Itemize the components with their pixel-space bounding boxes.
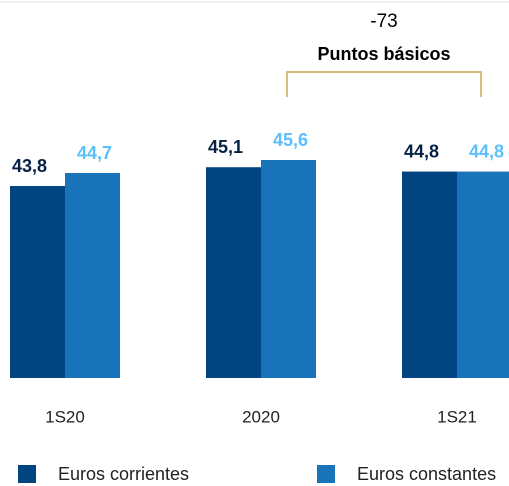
legend-label: Euros corrientes <box>58 464 189 484</box>
bar <box>65 173 120 378</box>
annotation-value: -73 <box>370 11 397 32</box>
data-label: 43,8 <box>12 156 47 176</box>
bar <box>10 186 65 378</box>
x-tick-label: 1S20 <box>45 407 85 426</box>
x-tick-label: 1S21 <box>437 407 477 426</box>
legend-label: Euros constantes <box>357 464 496 484</box>
legend-swatch <box>18 465 36 483</box>
data-label: 45,1 <box>208 137 243 157</box>
data-label: 44,7 <box>77 143 112 163</box>
legend-swatch <box>317 465 335 483</box>
bar <box>402 171 457 378</box>
bar <box>457 171 509 378</box>
data-label: 45,6 <box>273 130 308 150</box>
annotation-bracket <box>286 71 482 97</box>
data-label: 44,8 <box>404 141 439 161</box>
annotation-label: Puntos básicos <box>317 44 450 64</box>
data-label: 44,8 <box>469 141 504 161</box>
x-tick-label: 2020 <box>242 407 280 426</box>
bar <box>206 167 261 378</box>
bar <box>261 160 316 378</box>
